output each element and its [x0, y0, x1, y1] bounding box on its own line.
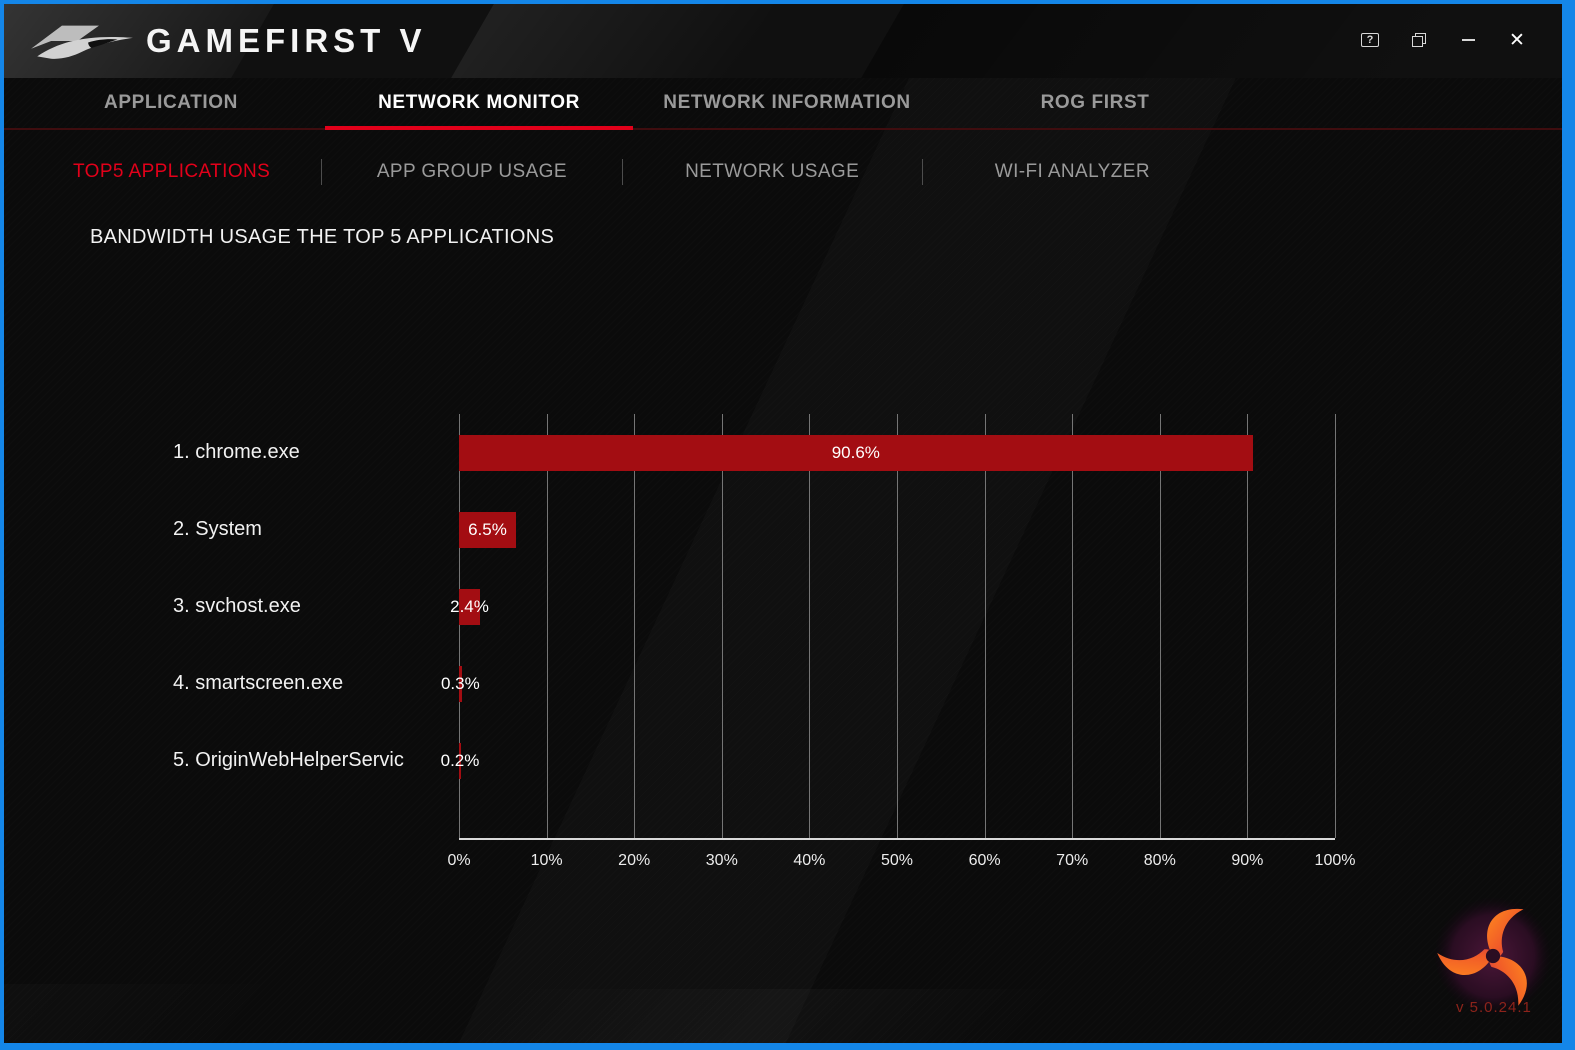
titlebar: GAMEFIRST V ? ✕: [4, 4, 1562, 78]
bar: 0.3%: [441, 665, 480, 702]
gridline: [809, 414, 811, 838]
bar-row: 1. chrome.exe 90.6%: [173, 414, 1335, 491]
tab-network-information[interactable]: NETWORK INFORMATION: [663, 92, 911, 113]
close-icon: ✕: [1509, 29, 1525, 51]
bar: 90.6%: [459, 434, 1253, 471]
x-tick-label: 80%: [1143, 852, 1176, 869]
window-controls: ? ✕: [1359, 26, 1528, 54]
feedback-button[interactable]: ?: [1359, 29, 1381, 51]
restore-button[interactable]: [1408, 29, 1430, 51]
x-tick-label: 100%: [1314, 852, 1356, 869]
bar-category-label: 1. chrome.exe: [173, 441, 300, 463]
bar-track: 0.2%: [441, 742, 1335, 779]
subtab-network-usage[interactable]: NETWORK USAGE: [685, 161, 860, 182]
bar-row: 5. OriginWebHelperServic 0.2%: [173, 722, 1335, 799]
bar: 2.4%: [450, 588, 489, 625]
bar-track: 90.6%: [459, 434, 1335, 471]
bar: 6.5%: [459, 511, 516, 548]
subnav-divider: [321, 159, 323, 185]
bar-track: 0.3%: [441, 665, 1335, 702]
feedback-icon: ?: [1361, 33, 1379, 47]
x-tick-label: 60%: [968, 852, 1001, 869]
bar-category-label: 3. svchost.exe: [173, 595, 301, 617]
x-axis-ticks: 0% 10% 20% 30% 40% 50% 60% 70% 80% 90% 100%: [447, 852, 1355, 876]
subtab-wifi-analyzer[interactable]: WI-FI ANALYZER: [994, 161, 1150, 182]
restore-icon: [1412, 33, 1426, 47]
rog-swirl-logo-icon: [1434, 897, 1552, 1015]
close-button[interactable]: ✕: [1506, 29, 1528, 51]
bar-row: 2. System 6.5%: [173, 491, 1335, 568]
minimize-button[interactable]: [1457, 29, 1479, 51]
bottom-deco: [4, 984, 286, 1043]
x-tick-label: 10%: [530, 852, 563, 869]
titlebar-deco: [448, 4, 780, 78]
bar-value-label: 0.3%: [440, 673, 480, 693]
sub-nav: TOP5 APPLICATIONS APP GROUP USAGE NETWOR…: [22, 149, 1222, 195]
app-title: GAMEFIRST V: [146, 22, 427, 59]
bar-value-label: 0.2%: [440, 750, 480, 770]
gridline: [721, 414, 723, 838]
gridline: [984, 414, 986, 838]
bar-value-label: 2.4%: [450, 596, 489, 616]
section-title: BANDWIDTH USAGE THE TOP 5 APPLICATIONS: [90, 226, 555, 248]
x-tick-label: 40%: [793, 852, 826, 869]
minimize-icon: [1461, 39, 1475, 41]
gridline: [897, 414, 898, 838]
bar-track: 6.5%: [459, 511, 1335, 548]
gridline: [1335, 414, 1336, 838]
gridline: [1159, 414, 1161, 838]
bar-row: 3. svchost.exe 2.4%: [173, 568, 1335, 645]
gridline: [546, 414, 548, 838]
gridline: [634, 414, 636, 838]
rog-eye-logo-icon: [31, 25, 133, 59]
tab-rog-first[interactable]: ROG FIRST: [1040, 92, 1150, 113]
gridline: [1247, 414, 1249, 838]
x-tick-label: 70%: [1056, 852, 1089, 869]
main-nav: APPLICATION NETWORK MONITOR NETWORK INFO…: [4, 78, 1562, 130]
version-label: v 5.0.24.1: [1456, 999, 1532, 1016]
bar: 0.2%: [441, 742, 479, 779]
bar-track: 2.4%: [450, 588, 1335, 625]
x-tick-label: 30%: [705, 852, 738, 869]
tab-application[interactable]: APPLICATION: [104, 92, 238, 113]
bandwidth-bar-chart: 1. chrome.exe 90.6% 2. System 6.5% 3. svchos…: [173, 414, 1355, 889]
subnav-divider: [921, 159, 923, 185]
bar-row: 4. smartscreen.exe 0.3%: [173, 645, 1335, 722]
app-window: GAMEFIRST V ? ✕ APPLICATION NETWORK MONI…: [4, 4, 1562, 1043]
gridline: [459, 414, 460, 838]
subtab-app-group-usage[interactable]: APP GROUP USAGE: [376, 161, 567, 182]
tab-network-monitor[interactable]: NETWORK MONITOR: [325, 78, 633, 130]
x-tick-label: 90%: [1231, 852, 1264, 869]
subnav-divider: [621, 159, 623, 185]
bar-rows: 1. chrome.exe 90.6% 2. System 6.5% 3. svchos…: [173, 414, 1335, 799]
plot-area: [459, 414, 1336, 840]
bar-value-label: 6.5%: [468, 519, 507, 539]
x-tick-label: 20%: [618, 852, 651, 869]
bottom-deco: [465, 989, 1363, 1043]
bar-category-label: 5. OriginWebHelperServic: [173, 749, 404, 771]
gridline: [1072, 414, 1074, 838]
x-tick-label: 0%: [447, 852, 471, 869]
bar-category-label: 4. smartscreen.exe: [173, 672, 344, 694]
bar-category-label: 2. System: [173, 518, 262, 540]
subtab-top5-applications[interactable]: TOP5 APPLICATIONS: [73, 161, 271, 182]
x-tick-label: 50%: [880, 852, 914, 869]
bar-value-label: 90.6%: [831, 442, 880, 462]
